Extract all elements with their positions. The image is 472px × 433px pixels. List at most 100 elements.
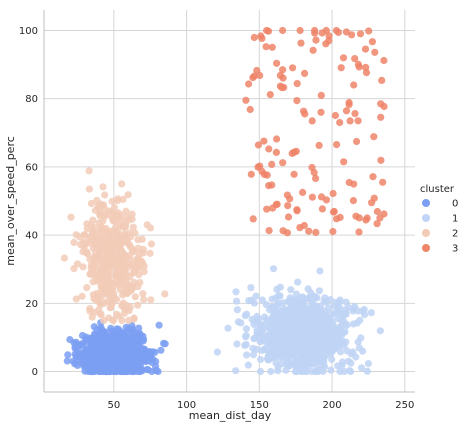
- data-point: [108, 344, 116, 352]
- data-point: [110, 203, 118, 212]
- data-point: [279, 299, 287, 307]
- data-point: [329, 227, 337, 236]
- data-point: [293, 80, 301, 88]
- data-point: [113, 325, 121, 333]
- data-point: [250, 33, 258, 42]
- data-point: [350, 81, 358, 89]
- data-point: [90, 262, 98, 270]
- data-point: [268, 160, 276, 168]
- y-tick-label: 40: [25, 231, 38, 242]
- data-point: [361, 311, 369, 319]
- data-point: [252, 292, 260, 300]
- data-point: [368, 38, 376, 46]
- data-point: [90, 253, 98, 261]
- data-point: [296, 334, 304, 342]
- data-point: [300, 322, 308, 330]
- data-point: [257, 355, 265, 364]
- data-point: [139, 290, 147, 298]
- data-point: [276, 353, 284, 361]
- data-point: [308, 295, 317, 303]
- legend-marker-1: [422, 214, 430, 222]
- legend-items: 0 1 2 3: [422, 199, 458, 255]
- data-point: [293, 207, 301, 215]
- data-point: [147, 240, 155, 248]
- data-point: [312, 367, 320, 376]
- data-point: [356, 30, 365, 38]
- data-point: [125, 216, 133, 224]
- data-point: [242, 332, 250, 340]
- data-point: [292, 147, 300, 155]
- data-point: [161, 290, 169, 298]
- data-point: [318, 205, 326, 213]
- data-point: [96, 256, 104, 264]
- data-point: [100, 355, 108, 363]
- data-point: [321, 341, 329, 349]
- data-point: [373, 220, 381, 228]
- data-point: [263, 205, 271, 213]
- data-point: [244, 361, 252, 369]
- data-point: [243, 351, 251, 359]
- data-point: [294, 278, 302, 286]
- data-point: [126, 273, 134, 281]
- data-point: [87, 338, 95, 346]
- data-point: [335, 332, 343, 340]
- data-point: [308, 306, 316, 314]
- series-cluster-1: [213, 265, 384, 376]
- data-point: [87, 361, 95, 369]
- data-point: [265, 145, 273, 153]
- data-point: [309, 46, 317, 54]
- data-point: [370, 194, 378, 202]
- data-point: [103, 340, 111, 348]
- data-point: [242, 325, 250, 333]
- data-point: [134, 301, 142, 309]
- data-point: [276, 319, 284, 327]
- data-point: [282, 366, 290, 374]
- data-point: [343, 321, 351, 329]
- data-point: [109, 217, 117, 225]
- legend-label-1: 1: [452, 214, 458, 225]
- data-point: [304, 285, 312, 293]
- data-point: [249, 351, 258, 359]
- data-point: [87, 270, 95, 278]
- data-point: [114, 197, 122, 205]
- data-point: [70, 238, 78, 246]
- data-point: [268, 43, 276, 51]
- data-point: [376, 214, 384, 222]
- data-point: [354, 117, 362, 125]
- data-point: [313, 362, 321, 370]
- data-point: [89, 216, 97, 224]
- data-point: [296, 26, 304, 35]
- data-point: [260, 137, 268, 145]
- data-point: [297, 341, 305, 349]
- data-point: [232, 367, 240, 375]
- data-point: [276, 283, 284, 291]
- data-point: [313, 324, 321, 332]
- data-point: [124, 325, 132, 333]
- data-point: [115, 243, 123, 251]
- data-point: [342, 28, 350, 36]
- data-point: [126, 243, 134, 251]
- data-point: [100, 334, 108, 342]
- data-point: [78, 331, 87, 340]
- legend-marker-3: [422, 244, 430, 252]
- data-point: [260, 345, 268, 353]
- data-point: [85, 185, 93, 193]
- data-point: [122, 301, 130, 310]
- data-point: [106, 304, 114, 312]
- data-point: [120, 333, 128, 341]
- data-point: [292, 304, 300, 312]
- data-point: [279, 26, 287, 35]
- data-point: [302, 367, 310, 376]
- legend: cluster 0 1 2 3: [420, 184, 458, 255]
- data-point: [155, 321, 163, 329]
- data-point: [277, 310, 285, 318]
- data-point: [113, 334, 121, 342]
- data-point: [310, 332, 318, 340]
- data-point: [139, 249, 147, 257]
- series-cluster-2: [60, 167, 169, 324]
- data-point: [322, 40, 330, 48]
- data-point: [279, 159, 287, 167]
- legend-title: cluster: [420, 184, 455, 195]
- data-point: [269, 265, 278, 273]
